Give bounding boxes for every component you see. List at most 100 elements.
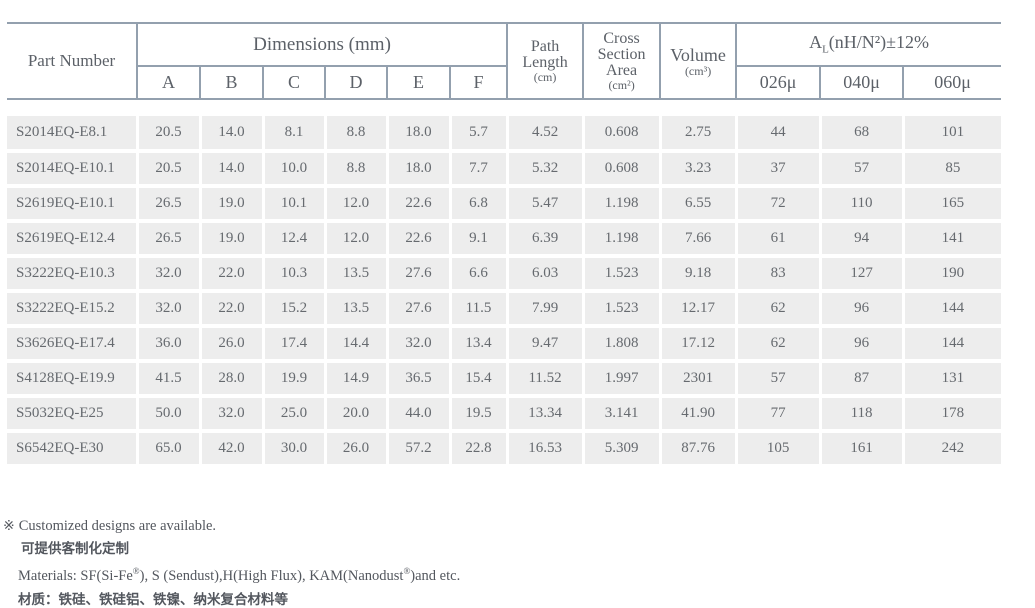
value-cell: 8.8 (325, 116, 389, 153)
value-cell: 1.523 (583, 291, 662, 328)
table-row: S5032EQ-E25 50.0 32.0 25.0 20.0 44.0 19.5 13.34… (7, 396, 1002, 433)
table-row: S3222EQ-E10.3 32.0 22.0 10.3 13.5 27.6 6.6 6.03… (7, 256, 1002, 293)
value-cell: 62 (736, 326, 822, 363)
value-cell: 14.4 (325, 326, 389, 363)
col-header-dim-d: D (324, 66, 387, 100)
value-cell: 36.0 (137, 326, 202, 363)
value-cell: 26.0 (200, 326, 265, 363)
value-cell: 13.4 (450, 326, 509, 363)
al-tolerance: (nH/N²)±12% (828, 32, 930, 53)
value-cell: 14.0 (200, 151, 265, 188)
value-cell: 96 (820, 291, 905, 328)
value-cell: 22.8 (450, 431, 509, 468)
value-cell: 17.12 (660, 326, 738, 363)
cross-section-line1: Cross (603, 29, 640, 47)
value-cell: 8.1 (263, 116, 327, 153)
value-cell: 32.0 (137, 256, 202, 293)
value-cell: 2301 (660, 361, 738, 398)
value-cell: 13.5 (325, 256, 389, 293)
value-cell: 144 (903, 291, 1002, 328)
value-cell: 1.808 (583, 326, 662, 363)
value-cell: 22.6 (387, 186, 452, 223)
materials-text-2: ), S (Sendust),H(High Flux), KAM(Nanodus… (139, 567, 404, 584)
reference-mark-icon: ※ (3, 519, 15, 534)
value-cell: 3.23 (660, 151, 738, 188)
table-row: S2619EQ-E10.1 26.5 19.0 10.1 12.0 22.6 6.8 5.47… (7, 186, 1002, 223)
value-cell: 4.52 (507, 116, 585, 153)
value-cell: 27.6 (387, 256, 452, 293)
value-cell: 5.7 (450, 116, 509, 153)
value-cell: 32.0 (200, 396, 265, 433)
value-cell: 144 (903, 326, 1002, 363)
value-cell: 2.75 (660, 116, 738, 153)
value-cell: 20.5 (137, 116, 202, 153)
value-cell: 165 (903, 186, 1002, 223)
value-cell: 6.6 (450, 256, 509, 293)
col-header-al-060u: 060μ (902, 66, 1002, 100)
value-cell: 30.0 (263, 431, 327, 468)
value-cell: 22.6 (387, 221, 452, 258)
value-cell: 7.7 (450, 151, 509, 188)
path-length-line2: Length (522, 54, 568, 71)
col-header-dim-a: A (137, 66, 200, 100)
value-cell: 27.6 (387, 291, 452, 328)
value-cell: 0.608 (583, 151, 662, 188)
value-cell: 5.47 (507, 186, 585, 223)
value-cell: 3.141 (583, 396, 662, 433)
value-cell: 131 (903, 361, 1002, 398)
materials-text-3: )and etc. (410, 567, 461, 584)
value-cell: 83 (736, 256, 822, 293)
part-number-cell: S2619EQ-E12.4 (7, 221, 139, 258)
value-cell: 1.198 (583, 186, 662, 223)
value-cell: 127 (820, 256, 905, 293)
value-cell: 17.4 (263, 326, 327, 363)
part-number-cell: S2619EQ-E10.1 (7, 186, 139, 223)
table-row: S6542EQ-E30 65.0 42.0 30.0 26.0 57.2 22.8 16.53… (7, 431, 1002, 468)
volume-unit: (cm³) (684, 63, 712, 78)
value-cell: 1.997 (583, 361, 662, 398)
value-cell: 18.0 (387, 151, 452, 188)
col-header-cross-section-area: Cross Section Area (cm²) (582, 22, 661, 100)
value-cell: 25.0 (263, 396, 327, 433)
value-cell: 32.0 (137, 291, 202, 328)
value-cell: 190 (903, 256, 1002, 293)
value-cell: 68 (820, 116, 905, 153)
value-cell: 20.0 (325, 396, 389, 433)
value-cell: 6.03 (507, 256, 585, 293)
value-cell: 85 (903, 151, 1002, 188)
value-cell: 26.5 (137, 221, 202, 258)
value-cell: 5.309 (583, 431, 662, 468)
table-row: S3222EQ-E15.2 32.0 22.0 15.2 13.5 27.6 11.5 7.9… (7, 291, 1002, 328)
value-cell: 9.18 (660, 256, 738, 293)
cross-section-line3: Area (606, 62, 638, 80)
value-cell: 242 (903, 431, 1002, 468)
value-cell: 87.76 (660, 431, 738, 468)
value-cell: 1.198 (583, 221, 662, 258)
table-body: S2014EQ-E8.1 20.5 14.0 8.1 8.8 18.0 5.7 4.52 0.6… (7, 99, 1002, 468)
value-cell: 6.8 (450, 186, 509, 223)
value-cell: 12.4 (263, 221, 327, 258)
table-row: S2014EQ-E10.1 20.5 14.0 10.0 8.8 18.0 7.7 5.32 0… (7, 151, 1002, 188)
cross-section-unit: (cm²) (608, 78, 635, 93)
value-cell: 12.17 (660, 291, 738, 328)
value-cell: 0.608 (583, 116, 662, 153)
value-cell: 110 (820, 186, 905, 223)
table-row: S3626EQ-E17.4 36.0 26.0 17.4 14.4 32.0 13.4 9.4… (7, 326, 1002, 363)
cross-section-line2: Section (597, 45, 646, 63)
value-cell: 77 (736, 396, 822, 433)
value-cell: 19.5 (450, 396, 509, 433)
value-cell: 101 (903, 116, 1002, 153)
value-cell: 36.5 (387, 361, 452, 398)
header-body-gap (7, 99, 1002, 116)
value-cell: 62 (736, 291, 822, 328)
path-length-line1: Path (530, 37, 560, 55)
col-header-dim-e: E (386, 66, 450, 100)
value-cell: 118 (820, 396, 905, 433)
value-cell: 19.9 (263, 361, 327, 398)
value-cell: 22.0 (200, 256, 265, 293)
value-cell: 18.0 (387, 116, 452, 153)
part-number-cell: S3222EQ-E15.2 (7, 291, 139, 328)
value-cell: 37 (736, 151, 822, 188)
part-number-cell: S4128EQ-E19.9 (7, 361, 139, 398)
